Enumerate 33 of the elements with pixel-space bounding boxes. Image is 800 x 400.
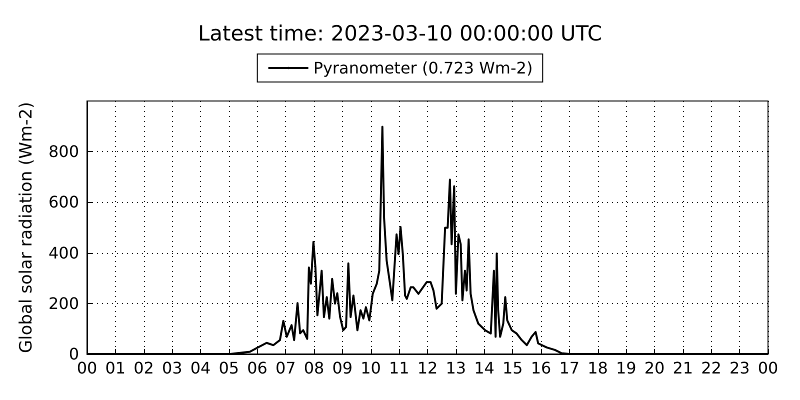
- y-tick-label: 200: [48, 294, 79, 313]
- x-tick-label: 23: [729, 358, 750, 378]
- x-tick-label: 09: [332, 358, 353, 378]
- x-tick-label: 14: [474, 358, 494, 378]
- legend-label: Pyranometer (0.723 Wm-2): [313, 58, 533, 78]
- x-tick-label: 13: [446, 358, 466, 378]
- x-tick-label: 20: [644, 358, 665, 378]
- x-tick-label: 06: [247, 358, 268, 378]
- x-tick-label: 17: [559, 358, 580, 378]
- x-tick-label: 21: [672, 358, 694, 378]
- x-tick-label: 08: [304, 358, 324, 378]
- y-tick-label: 800: [48, 142, 79, 162]
- y-tick-label: 400: [48, 243, 79, 262]
- x-tick-label: 03: [162, 358, 182, 378]
- x-tick-label: 11: [388, 358, 410, 378]
- x-tick-label: 00: [76, 358, 98, 378]
- x-tick-label: 10: [360, 358, 381, 378]
- x-tick-label: 05: [218, 358, 240, 378]
- x-tick-label: 12: [417, 358, 438, 378]
- x-tick-label: 15: [502, 358, 523, 378]
- x-tick-label: 01: [105, 358, 126, 378]
- x-tick-label: 16: [530, 358, 552, 378]
- x-tick-label: 18: [588, 358, 608, 378]
- y-tick-label: 600: [48, 192, 79, 212]
- chart-title: Latest time: 2023-03-10 00:00:00 UTC: [198, 22, 602, 46]
- x-tick-label: 22: [701, 358, 722, 378]
- x-tick-label: 07: [275, 358, 296, 378]
- x-tick-label: 02: [134, 358, 154, 378]
- x-tick-label: 04: [190, 358, 211, 378]
- x-tick-label: 00: [758, 358, 778, 378]
- x-tick-label: 19: [616, 358, 636, 378]
- y-axis-title: Global solar radiation (Wm-2): [16, 102, 36, 354]
- y-tick-label: 0: [68, 344, 79, 364]
